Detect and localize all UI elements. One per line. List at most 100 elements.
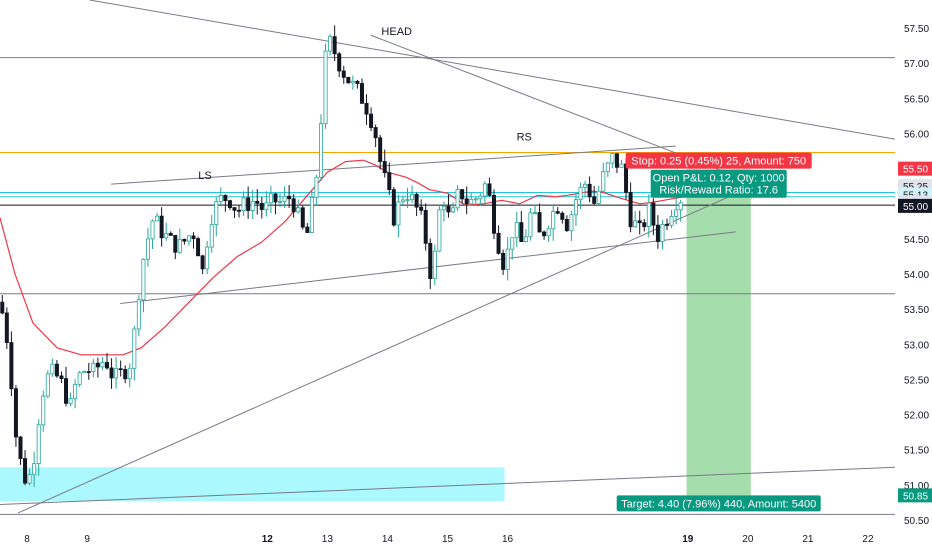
candle[interactable] bbox=[41, 390, 46, 432]
candle[interactable] bbox=[237, 205, 242, 218]
candle[interactable] bbox=[86, 362, 91, 380]
candle[interactable] bbox=[546, 225, 551, 243]
candle[interactable] bbox=[355, 79, 360, 89]
candle[interactable] bbox=[95, 357, 100, 378]
candle[interactable] bbox=[77, 370, 82, 388]
candle[interactable] bbox=[309, 190, 314, 234]
price-badge[interactable]: 55.50 bbox=[898, 161, 932, 176]
candle[interactable] bbox=[173, 234, 178, 260]
candle[interactable] bbox=[551, 204, 556, 241]
candle[interactable] bbox=[145, 227, 150, 267]
candle[interactable] bbox=[255, 189, 260, 215]
candle[interactable] bbox=[209, 215, 214, 253]
candle[interactable] bbox=[628, 182, 633, 233]
candle[interactable] bbox=[669, 209, 674, 229]
candle[interactable] bbox=[451, 202, 456, 214]
candle[interactable] bbox=[150, 219, 155, 249]
candle[interactable] bbox=[373, 124, 378, 148]
candle[interactable] bbox=[633, 211, 638, 228]
candle[interactable] bbox=[405, 187, 410, 208]
candle[interactable] bbox=[273, 192, 278, 215]
candle[interactable] bbox=[305, 223, 310, 233]
candle[interactable] bbox=[560, 211, 565, 224]
candle[interactable] bbox=[564, 215, 569, 232]
candle[interactable] bbox=[619, 159, 624, 168]
candle[interactable] bbox=[264, 191, 269, 217]
candle[interactable] bbox=[542, 230, 547, 240]
candle[interactable] bbox=[655, 215, 660, 249]
candle[interactable] bbox=[278, 193, 283, 207]
candle[interactable] bbox=[651, 198, 656, 236]
candle[interactable] bbox=[155, 212, 160, 222]
candle[interactable] bbox=[432, 244, 437, 286]
candle[interactable] bbox=[73, 379, 78, 409]
candle[interactable] bbox=[578, 182, 583, 210]
candle[interactable] bbox=[359, 78, 364, 104]
candle[interactable] bbox=[396, 194, 401, 238]
candle[interactable] bbox=[300, 205, 305, 230]
candle[interactable] bbox=[573, 193, 578, 227]
candle[interactable] bbox=[64, 366, 69, 407]
candle[interactable] bbox=[382, 149, 387, 178]
target-zone[interactable] bbox=[686, 196, 751, 496]
candle[interactable] bbox=[596, 185, 601, 207]
candle[interactable] bbox=[487, 177, 492, 197]
candle[interactable] bbox=[36, 419, 41, 476]
candle[interactable] bbox=[268, 185, 273, 214]
candle[interactable] bbox=[141, 258, 146, 313]
candle[interactable] bbox=[186, 235, 191, 246]
candle[interactable] bbox=[569, 210, 574, 241]
trend-line[interactable] bbox=[17, 189, 746, 514]
candle[interactable] bbox=[364, 94, 369, 125]
candle[interactable] bbox=[13, 385, 18, 447]
candle[interactable] bbox=[32, 451, 37, 487]
candle[interactable] bbox=[369, 107, 374, 132]
candle[interactable] bbox=[328, 34, 333, 56]
candle[interactable] bbox=[250, 189, 255, 220]
candle[interactable] bbox=[592, 185, 597, 205]
candle[interactable] bbox=[441, 201, 446, 222]
candle[interactable] bbox=[482, 181, 487, 204]
candle[interactable] bbox=[537, 203, 542, 233]
price-badge[interactable]: 55.00 bbox=[898, 198, 932, 213]
candle[interactable] bbox=[610, 152, 615, 169]
support-zone[interactable] bbox=[0, 467, 505, 502]
candle[interactable] bbox=[501, 249, 506, 275]
trend-line[interactable] bbox=[111, 145, 676, 185]
candle[interactable] bbox=[514, 211, 519, 248]
candle[interactable] bbox=[665, 218, 670, 231]
stop-label[interactable]: Stop: 0.25 (0.45%) 25, Amount: 750 bbox=[625, 152, 812, 169]
candle[interactable] bbox=[23, 450, 28, 486]
candle[interactable] bbox=[642, 218, 647, 232]
candle[interactable] bbox=[282, 186, 287, 208]
candle[interactable] bbox=[182, 238, 187, 245]
candle[interactable] bbox=[50, 358, 55, 377]
candle[interactable] bbox=[82, 370, 87, 374]
candle[interactable] bbox=[227, 199, 232, 210]
candle[interactable] bbox=[291, 194, 296, 218]
candle[interactable] bbox=[583, 181, 588, 198]
candle[interactable] bbox=[159, 207, 164, 247]
candle[interactable] bbox=[100, 356, 105, 371]
candle[interactable] bbox=[54, 360, 59, 378]
candle[interactable] bbox=[337, 51, 342, 78]
candle[interactable] bbox=[605, 161, 610, 178]
candle[interactable] bbox=[505, 236, 510, 281]
candle[interactable] bbox=[223, 194, 228, 212]
candle[interactable] bbox=[118, 360, 123, 377]
candle[interactable] bbox=[660, 220, 665, 250]
candle[interactable] bbox=[218, 187, 223, 205]
candle[interactable] bbox=[346, 76, 351, 84]
candle[interactable] bbox=[9, 331, 14, 397]
candle[interactable] bbox=[109, 358, 114, 389]
candle[interactable] bbox=[0, 295, 5, 315]
candle[interactable] bbox=[400, 195, 405, 206]
candle[interactable] bbox=[127, 363, 132, 388]
candle[interactable] bbox=[177, 228, 182, 255]
candle[interactable] bbox=[196, 236, 201, 257]
candle[interactable] bbox=[414, 192, 419, 217]
candle[interactable] bbox=[341, 65, 346, 84]
candle[interactable] bbox=[391, 186, 396, 227]
candle[interactable] bbox=[464, 186, 469, 215]
candle[interactable] bbox=[478, 193, 483, 206]
